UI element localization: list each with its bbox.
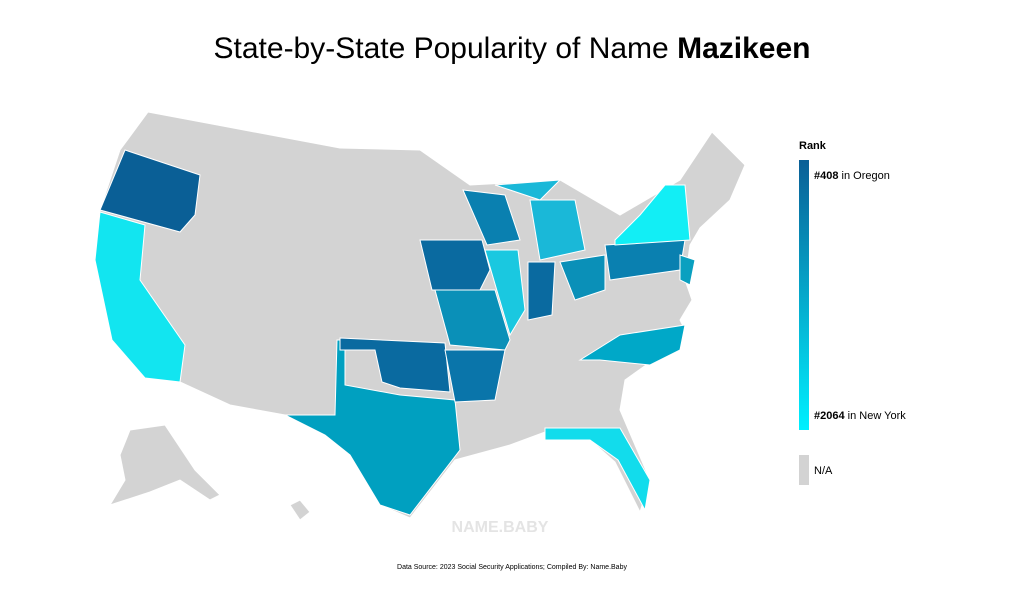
- legend-top-rank: #408: [814, 170, 838, 182]
- michigan: [529, 199, 586, 261]
- oregon: [99, 149, 201, 233]
- legend-title: Rank: [799, 140, 827, 152]
- new-jersey: [679, 254, 696, 286]
- new-york: [614, 184, 691, 246]
- us-base: [94, 111, 746, 519]
- source: Data Source: 2023 Social Security Applic…: [397, 564, 627, 571]
- legend: Rank #408 in Oregon #2064 in New York N/…: [799, 140, 906, 485]
- title-prefix: State-by-State Popularity of Name: [214, 32, 669, 65]
- ohio: [559, 254, 606, 301]
- texas: [284, 339, 461, 516]
- illinois: [484, 249, 526, 337]
- legend-bottom-rank: #2064: [814, 410, 845, 422]
- arkansas: [444, 349, 506, 403]
- indiana: [527, 261, 556, 321]
- alaska: [108, 424, 221, 506]
- us-map: [94, 111, 746, 521]
- watermark: NAME.BABY: [452, 519, 549, 536]
- california: [94, 211, 186, 383]
- legend-na: N/A: [814, 465, 833, 477]
- legend-bottom: #2064 in New York: [814, 410, 906, 422]
- legend-bottom-state: in New York: [848, 410, 907, 422]
- wisconsin: [462, 189, 521, 246]
- title-name: Mazikeen: [677, 32, 810, 65]
- iowa: [419, 239, 491, 291]
- legend-gradient: [799, 160, 809, 430]
- missouri: [434, 289, 511, 351]
- hawaii: [289, 499, 311, 521]
- title: State-by-State Popularity of Name Mazike…: [214, 32, 811, 65]
- michigan-up: [494, 179, 562, 201]
- north-carolina: [578, 324, 686, 366]
- florida: [544, 427, 651, 512]
- legend-na-swatch: [799, 455, 809, 485]
- legend-top-state: in Oregon: [842, 170, 890, 182]
- legend-top: #408 in Oregon: [814, 170, 890, 182]
